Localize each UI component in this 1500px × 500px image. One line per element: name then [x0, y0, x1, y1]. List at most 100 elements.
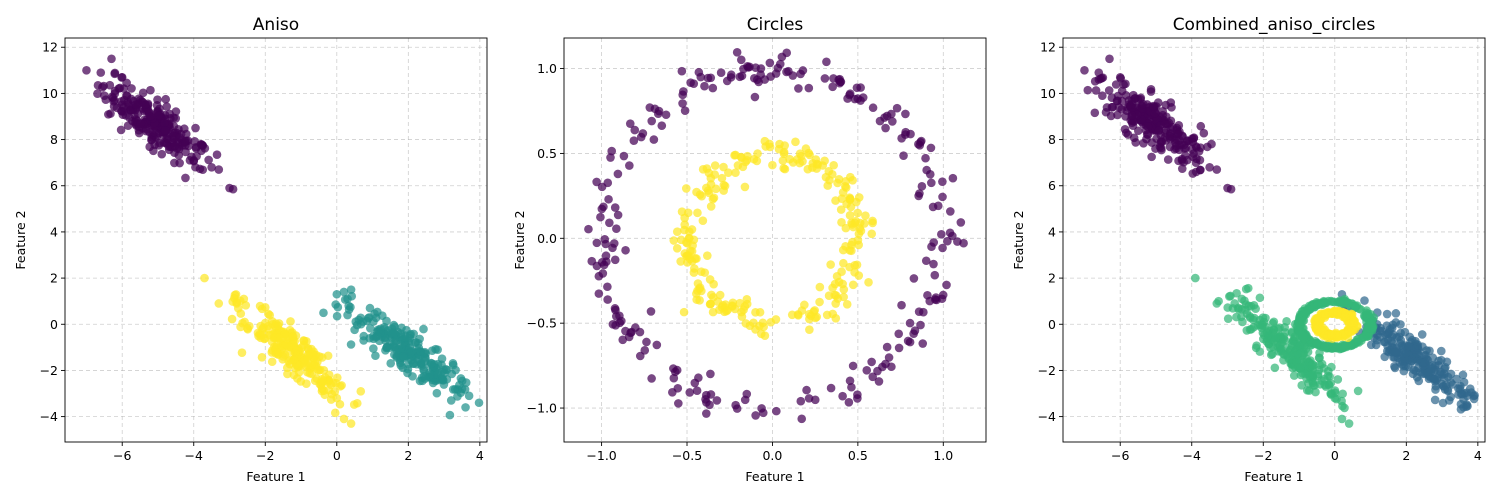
- data-point: [433, 345, 442, 354]
- data-point: [1174, 156, 1183, 166]
- data-point: [1458, 370, 1468, 380]
- data-point: [933, 201, 943, 211]
- series-purple-band: [1080, 54, 1236, 194]
- data-point: [802, 385, 811, 395]
- data-point: [1324, 380, 1333, 389]
- data-point: [635, 327, 645, 337]
- data-point: [1321, 310, 1331, 320]
- data-point: [241, 301, 251, 310]
- series-green-ring: [1290, 294, 1379, 354]
- data-point: [1212, 165, 1222, 174]
- data-point: [302, 379, 311, 388]
- data-point: [635, 351, 645, 361]
- data-point: [303, 367, 312, 377]
- data-point: [232, 299, 241, 308]
- data-point: [386, 359, 396, 368]
- data-point: [1440, 369, 1449, 379]
- data-point: [162, 102, 172, 111]
- data-point: [197, 146, 206, 156]
- data-point: [82, 66, 91, 75]
- data-point: [370, 309, 379, 319]
- data-point: [693, 208, 702, 218]
- data-point: [1441, 380, 1451, 390]
- data-point: [619, 151, 629, 161]
- series-teal-band: [319, 285, 484, 420]
- data-point: [1323, 367, 1333, 376]
- data-point: [1344, 326, 1354, 336]
- data-point: [332, 393, 342, 403]
- data-point: [1376, 323, 1385, 333]
- y-tick-label: −4: [40, 409, 58, 424]
- data-point: [929, 238, 939, 247]
- data-point: [1382, 309, 1392, 319]
- data-point: [1371, 340, 1381, 350]
- data-point: [930, 270, 940, 280]
- data-point: [1251, 343, 1261, 353]
- series-yellow-band: [200, 273, 366, 428]
- data-point: [829, 160, 838, 170]
- data-point: [170, 158, 179, 168]
- data-point: [1243, 283, 1253, 293]
- data-point: [705, 275, 715, 284]
- data-point: [673, 383, 683, 393]
- data-point: [1123, 130, 1133, 139]
- data-point: [310, 351, 319, 360]
- data-point: [610, 255, 620, 265]
- y-tick-label: 6: [1048, 178, 1056, 193]
- data-point: [613, 169, 623, 179]
- data-point: [610, 203, 620, 212]
- x-tick-label: 2: [404, 448, 412, 463]
- data-point: [847, 382, 856, 392]
- y-tick-label: −0.5: [527, 316, 557, 331]
- data-point: [1333, 331, 1342, 341]
- axes-frame: [563, 37, 987, 443]
- data-point: [284, 356, 293, 366]
- data-point: [1357, 336, 1366, 345]
- data-point: [606, 153, 615, 162]
- data-point: [695, 296, 704, 305]
- data-point: [1436, 346, 1446, 356]
- x-tick-label: −4: [185, 448, 203, 463]
- data-point: [1391, 309, 1401, 318]
- data-point: [828, 283, 837, 293]
- data-point: [689, 79, 699, 88]
- y-tick-label: 0.0: [537, 231, 557, 246]
- data-point: [854, 193, 864, 202]
- data-point: [722, 76, 732, 86]
- data-point: [805, 325, 814, 334]
- series-purple-band: [82, 54, 238, 194]
- data-point: [1462, 391, 1472, 401]
- data-point: [122, 91, 132, 101]
- data-point: [794, 84, 803, 93]
- data-point: [689, 235, 699, 245]
- data-point: [464, 391, 474, 401]
- data-point: [708, 83, 718, 93]
- data-point: [406, 347, 416, 357]
- data-point: [1431, 381, 1441, 391]
- data-point: [625, 119, 635, 128]
- data-point: [253, 328, 263, 338]
- data-point: [344, 301, 354, 311]
- data-point: [116, 125, 126, 135]
- data-point: [613, 210, 623, 220]
- data-point: [1366, 319, 1375, 328]
- data-point: [420, 374, 430, 383]
- x-tick-label: 0.5: [848, 448, 868, 463]
- data-point: [652, 340, 662, 350]
- data-point: [356, 387, 366, 396]
- data-point: [346, 419, 356, 428]
- data-point: [257, 353, 267, 362]
- data-point: [741, 157, 750, 167]
- data-point: [1304, 386, 1314, 395]
- x-axis-label: Feature 1: [745, 469, 804, 484]
- data-point: [838, 245, 848, 255]
- ticks: −6 −4 −2 0 2 4 −4 −2 0 2 4 6 8 10 12: [1038, 40, 1482, 463]
- data-point: [685, 227, 694, 236]
- data-point: [1146, 85, 1156, 94]
- data-point: [705, 299, 715, 309]
- data-point: [191, 123, 200, 133]
- data-point: [779, 164, 788, 173]
- data-point: [923, 290, 932, 300]
- x-tick-label: −4: [1183, 448, 1201, 463]
- data-point: [1237, 294, 1247, 304]
